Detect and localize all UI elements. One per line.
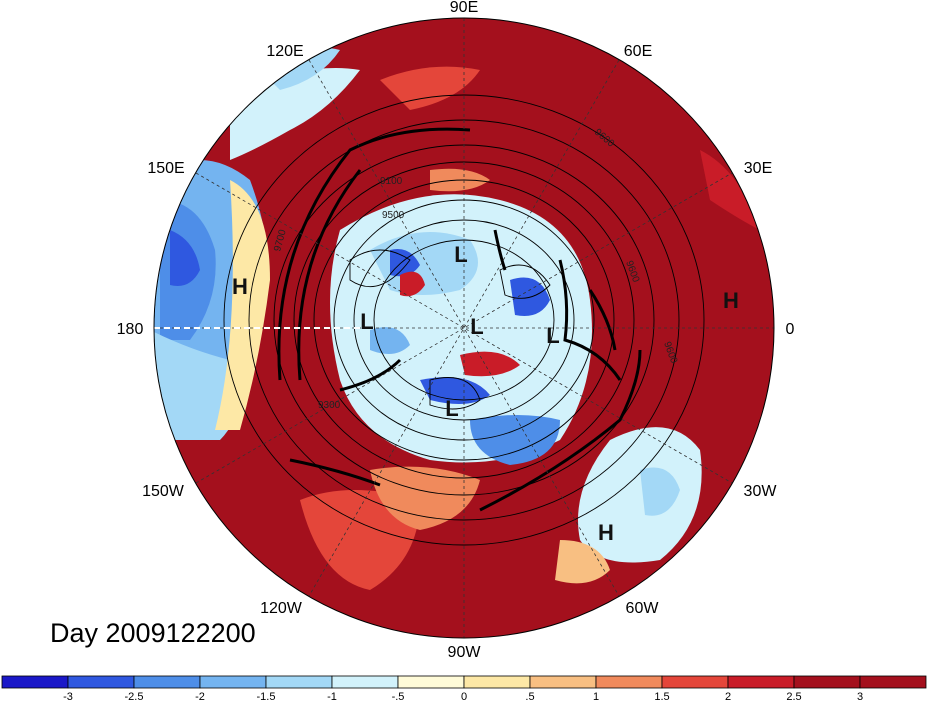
lon-label-90e: 90E (450, 0, 478, 16)
low-pressure-label: L (445, 396, 458, 421)
day-label: Day 2009122200 (50, 618, 256, 648)
pressure-markers: H H H L L L L L (232, 242, 739, 545)
colorbar-tick-label: 1.5 (654, 691, 669, 702)
colorbar-swatch (463, 675, 531, 689)
low-pressure-label: L (470, 314, 483, 339)
colorbar-tick-label: 3 (857, 691, 863, 702)
colorbar-tick-label: -3 (63, 691, 73, 702)
lon-label-120w: 120W (260, 600, 303, 617)
colorbar-swatch (133, 675, 201, 689)
colorbar-tick-label: 0 (461, 691, 467, 702)
lon-label-150w: 150W (142, 483, 185, 500)
colorbar-tick-label: 2.5 (786, 691, 801, 702)
colorbar-swatch (529, 675, 597, 689)
low-pressure-label: L (546, 323, 559, 348)
colorbar-tick-label: -2 (195, 691, 205, 702)
colorbar-swatch (397, 675, 465, 689)
lon-label-0: 0 (786, 321, 795, 338)
lon-label-30w: 30W (744, 483, 778, 500)
contour-value-label: 9100 (380, 176, 403, 187)
lon-label-180: 180 (117, 321, 144, 338)
low-pressure-label: L (454, 242, 467, 267)
high-pressure-label: H (598, 520, 614, 545)
colorbar-tick-label: .5 (525, 691, 534, 702)
colorbar-tick-label: 1 (593, 691, 599, 702)
colorbar: -3 -2.5 -2 -1.5 -1 -.5 0 .5 1 1.5 2 2.5 3 (1, 675, 927, 702)
colorbar-swatch (331, 675, 399, 689)
contour-value-label: 9300 (318, 400, 341, 411)
lon-label-150e: 150E (147, 160, 184, 177)
low-pressure-label: L (360, 309, 373, 334)
lon-label-120e: 120E (266, 43, 303, 60)
jet-lines (277, 127, 642, 512)
colorbar-tick-label: -.5 (392, 691, 405, 702)
colorbar-tick-label: -1 (327, 691, 337, 702)
colorbar-swatch (595, 675, 663, 689)
high-pressure-label: H (232, 274, 248, 299)
colorbar-tick-label: -1.5 (257, 691, 276, 702)
contour-value-label: 9500 (382, 210, 405, 221)
colorbar-swatch (67, 675, 135, 689)
colorbar-swatch (727, 675, 795, 689)
lon-label-90w: 90W (448, 644, 482, 660)
polar-map: 90E 120E 60E 150E 30E 180 0 150W 30W 120… (117, 0, 795, 660)
colorbar-swatch (859, 675, 927, 689)
lon-label-60e: 60E (624, 43, 652, 60)
colorbar-swatch (661, 675, 729, 689)
lon-label-60w: 60W (626, 600, 660, 617)
colorbar-tick-label: 2 (725, 691, 731, 702)
colorbar-tick-label: -2.5 (125, 691, 144, 702)
colorbar-swatch (793, 675, 861, 689)
anomaly-field (154, 18, 774, 638)
colorbar-swatch (265, 675, 333, 689)
colorbar-swatch (199, 675, 267, 689)
high-pressure-label: H (723, 288, 739, 313)
colorbar-swatch (1, 675, 69, 689)
lon-label-30e: 30E (744, 160, 772, 177)
